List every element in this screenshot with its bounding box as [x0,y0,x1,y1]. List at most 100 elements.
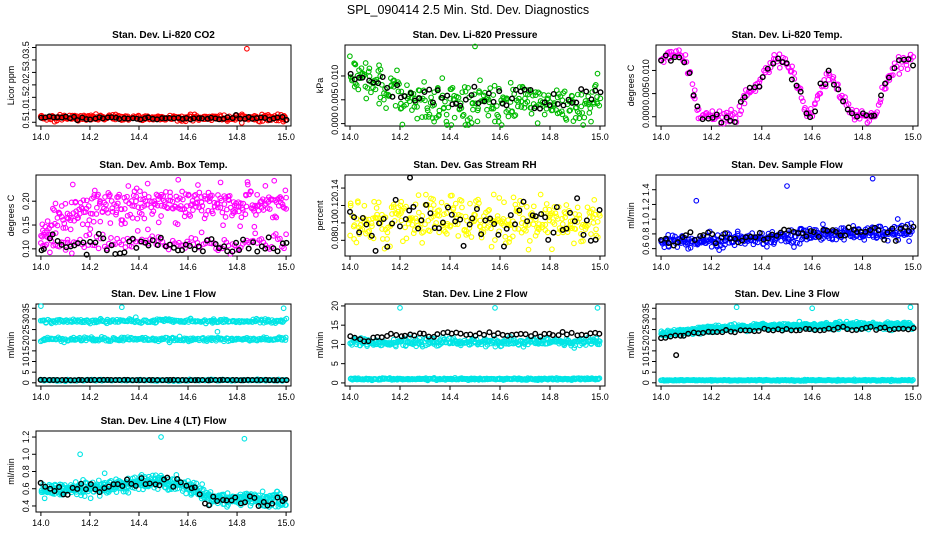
y-tick-label: 1.2 [21,431,31,444]
x-tick-label: 14.6 [803,262,821,272]
data-point [214,201,221,207]
data-point [90,218,97,225]
data-point [474,118,481,125]
data-point [492,304,498,311]
x-tick-label: 14.0 [652,262,670,272]
data-point [662,235,669,242]
data-point [448,211,455,218]
data-point [394,67,400,74]
x-tick-label: 15.0 [277,132,295,142]
data-point [439,75,446,81]
data-point [113,114,120,121]
data-point [807,228,814,235]
data-point [542,206,549,213]
data-point [520,198,527,205]
x-tick-label: 14.2 [81,132,99,142]
data-point [594,94,600,100]
data-point [186,243,193,250]
data-point [731,110,738,116]
data-point [436,207,442,214]
x-tick-label: 14.6 [803,392,821,402]
data-point [142,115,149,122]
data-point [716,247,723,254]
data-point [541,111,548,118]
data-point [563,117,570,123]
data-point [422,221,428,228]
data-point [250,239,257,246]
x-tick-label: 14.2 [391,132,409,142]
data-point [67,243,74,250]
data-point [764,243,770,250]
data-point [91,187,98,194]
data-point [528,110,535,117]
x-tick-label: 14.0 [32,392,50,402]
x-tick-label: 14.8 [228,518,246,528]
data-point [807,114,814,121]
data-point [202,212,209,218]
data-point [713,111,720,118]
y-tick-label: 0.005 [641,82,651,105]
data-point [180,196,186,203]
data-point [830,81,837,88]
data-point [560,102,567,109]
data-point [426,86,433,93]
data-point [573,99,580,106]
data-point [387,243,393,250]
data-point [587,237,594,244]
y-axis-label: ml/min [315,332,325,359]
data-point [529,92,536,99]
data-point [411,97,418,104]
y-axis-label: ml/min [626,202,636,229]
data-point [198,229,205,236]
data-point [383,105,389,111]
data-point [354,198,361,205]
data-point [755,327,762,334]
data-point [254,248,261,255]
data-point [254,191,261,198]
data-point [469,215,476,222]
data-point [535,89,542,96]
data-point [403,203,409,210]
data-point [137,188,143,195]
data-point [58,241,65,248]
data-point [510,194,517,201]
data-point [134,228,141,234]
data-point [905,228,912,235]
data-point [145,242,152,249]
data-point [75,376,82,383]
data-point [579,110,586,116]
data-point [518,104,525,110]
data-point [593,226,599,233]
data-point [376,100,383,107]
data-point [121,206,128,212]
data-point [380,215,387,222]
data-point [396,223,403,230]
data-point [186,211,192,218]
data-point [204,115,211,122]
data-point [448,86,455,92]
x-tick-label: 14.6 [491,392,509,402]
data-point [829,236,836,243]
data-point [597,89,604,96]
data-point [399,121,406,128]
data-point [686,70,693,77]
plot-frame [35,44,292,127]
data-point [558,108,565,115]
x-tick-label: 15.0 [904,392,922,402]
data-point [731,119,738,126]
data-point [588,231,594,237]
data-point [274,248,281,255]
data-point [409,221,416,228]
data-point [50,205,56,212]
data-point [596,341,602,348]
data-point [799,230,806,237]
data-point [584,204,591,211]
data-point [826,235,832,241]
data-point [569,93,575,100]
data-point [434,87,441,94]
data-point [445,104,452,111]
data-point [387,330,394,337]
data-point [359,74,366,81]
data-point [80,239,87,246]
data-point [592,87,599,94]
